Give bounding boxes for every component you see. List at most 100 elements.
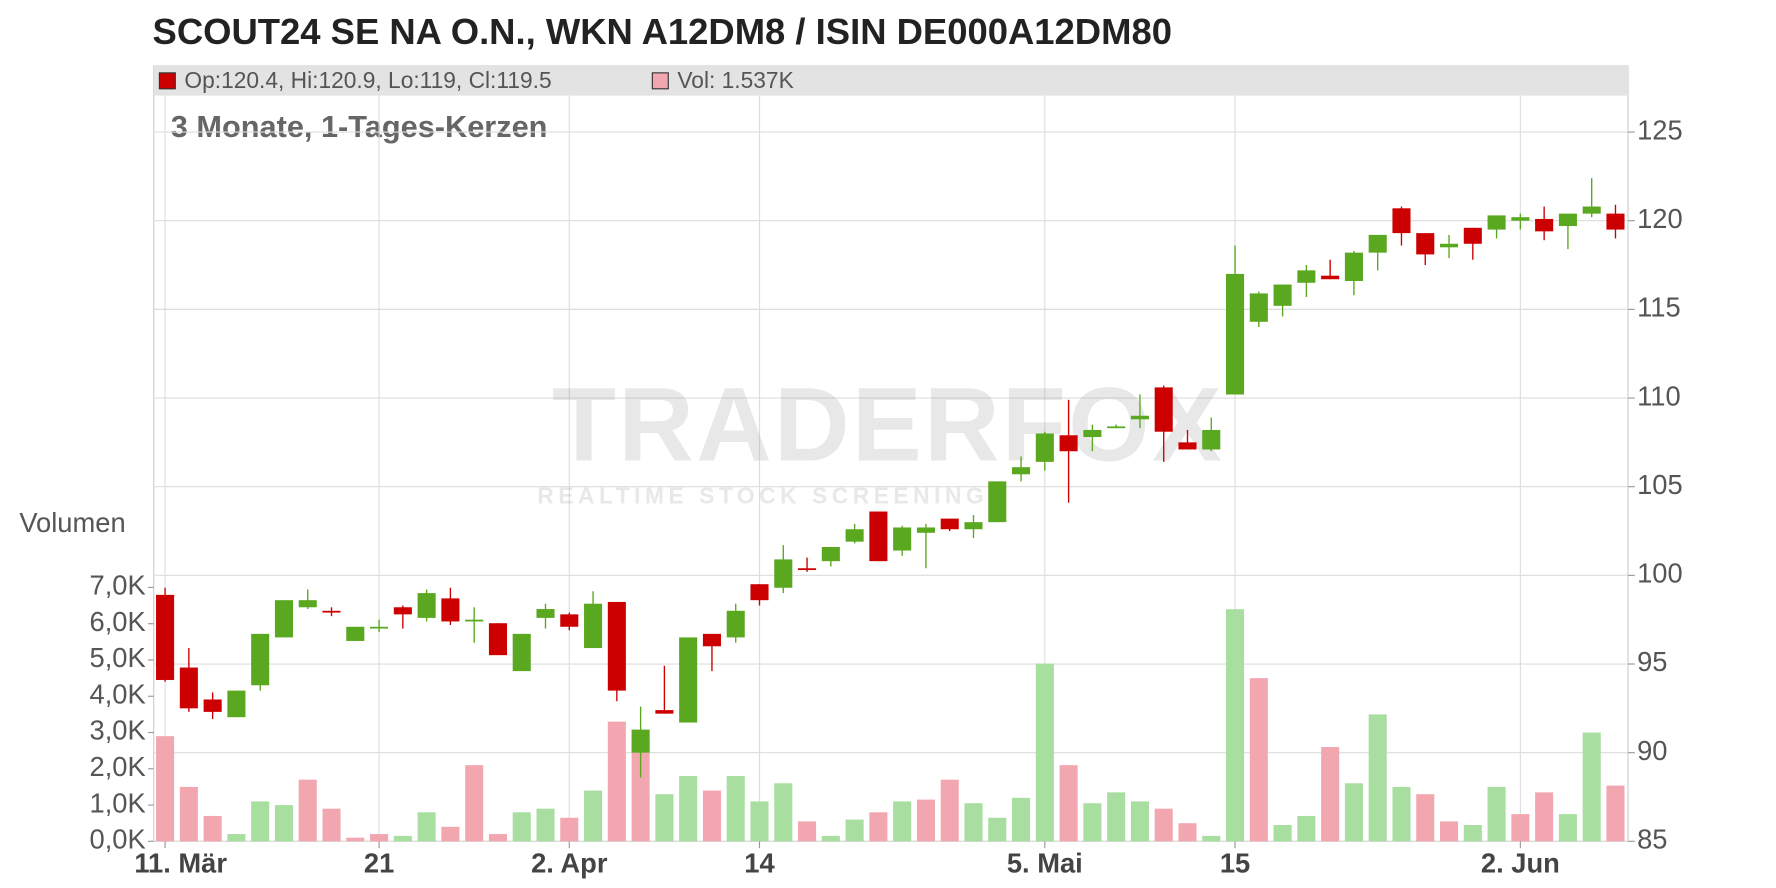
y-tick-label: 105 [1637,469,1683,500]
volume-bar [1392,786,1411,842]
volume-bar [1321,747,1340,842]
volume-bar [821,835,840,842]
volume-bar [1083,803,1102,842]
x-tick-label: 14 [744,847,775,878]
candle-body [156,594,175,680]
candle-body [1202,429,1221,450]
legend-swatch [158,72,176,90]
candle-body [298,600,317,608]
candle-body [1273,284,1292,306]
candle-body [893,527,912,551]
candle-body [679,637,698,723]
volume-bar [1130,801,1149,842]
volume-bar [274,805,293,842]
candle-body [655,710,674,714]
volume-bar [1012,797,1031,842]
volume-bar [1440,821,1459,842]
y2-tick-label: 5,0K [90,642,146,673]
x-tick-label: 2. Jun [1481,847,1560,878]
candle-body [1297,270,1316,283]
volume-bar [1059,765,1078,842]
y-tick-label: 90 [1637,735,1667,766]
volume-bar [1606,785,1625,842]
volume-bar [441,826,460,842]
candle-body [940,518,959,530]
y2-tick-label: 0,0K [90,824,146,855]
volume-bar [1273,825,1292,842]
chart-subtitle: 3 Monate, 1-Tages-Kerzen [171,109,548,144]
volume-axis-label: Volumen [19,507,125,538]
candle-body [322,610,341,613]
volume-bar [1344,783,1363,842]
volume-bar [1582,732,1601,842]
volume-bar [1368,714,1387,842]
volume-bar [1463,825,1482,842]
y-tick-label: 110 [1637,380,1681,411]
candle-body [869,511,888,562]
candle-body [1107,426,1126,429]
candle-body [750,584,769,601]
candle-body [1368,234,1387,253]
y2-tick-label: 2,0K [90,751,146,782]
volume-bar [1202,835,1221,842]
volume-bar [916,799,935,842]
volume-bar [893,801,912,842]
watermark: TRADERFOX [552,366,1224,483]
volume-bar [964,803,983,842]
volume-bar [1558,814,1577,842]
candle-body [1511,217,1530,221]
candle-body [417,593,436,618]
candle-body [251,633,270,686]
volume-bar [774,783,793,842]
volume-bar [869,812,888,842]
candle-body [607,601,626,691]
volume-bar [536,808,555,842]
candle-body [726,610,745,638]
candle-body [441,598,460,622]
volume-bar [1178,823,1197,842]
legend-swatch [651,72,669,90]
candle-body [536,609,555,618]
x-tick-label: 2. Apr [531,847,608,878]
volume-bar [417,812,436,842]
volume-bar [1511,814,1530,842]
candle-body [465,619,484,622]
candle-body [821,546,840,562]
volume-bar [940,779,959,842]
volume-bar [679,776,698,842]
candle-body [964,522,983,530]
y-tick-label: 95 [1637,646,1667,677]
x-tick-label: 21 [364,847,394,878]
volume-bar [203,815,222,842]
candle-body [370,626,389,629]
volume-bar [1416,794,1435,842]
candle-body [1154,387,1173,432]
volume-bar [845,819,864,842]
candle-body [1606,213,1625,230]
chart-title: SCOUT24 SE NA O.N., WKN A12DM8 / ISIN DE… [153,11,1172,52]
x-tick-label: 5. Mai [1007,847,1083,878]
candle-body [274,600,293,638]
candle-body [1392,208,1411,234]
volume-bar [227,834,246,842]
candle-body [560,614,579,627]
volume-bar [1226,609,1245,842]
candle-body [798,568,817,571]
volume-bar [1154,808,1173,842]
candle-body [393,607,412,615]
candle-body [631,729,650,753]
candle-body [1178,442,1197,450]
volume-bar [465,765,484,842]
y-tick-label: 125 [1637,114,1683,145]
candle-body [203,699,222,712]
y2-tick-label: 3,0K [90,715,146,746]
candle-body [1012,467,1031,475]
volume-bar [1297,815,1316,842]
candle-body [1558,213,1577,227]
candle-body [845,529,864,542]
candle-body [1463,227,1482,244]
candle-body [774,559,793,588]
candle-body [346,626,365,641]
x-tick-label: 15 [1220,847,1250,878]
